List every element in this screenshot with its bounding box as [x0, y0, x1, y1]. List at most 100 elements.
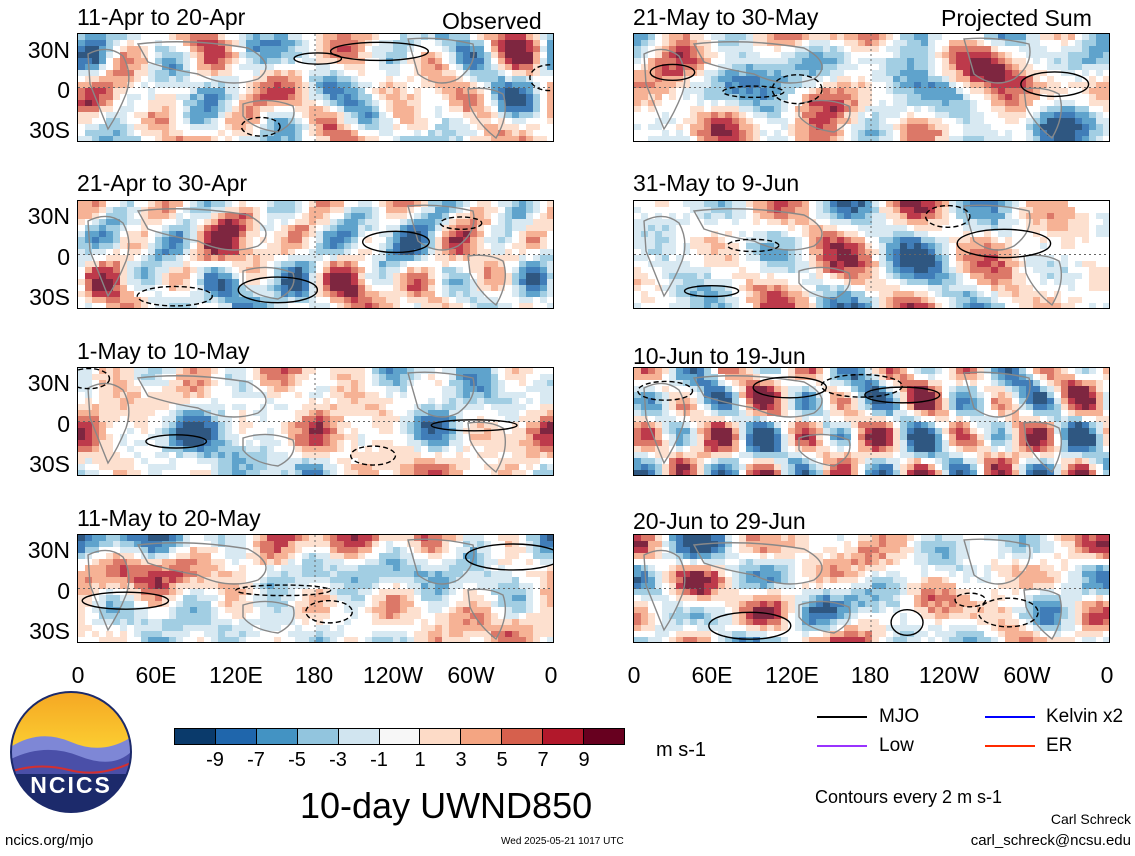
wind-anomaly-field	[634, 34, 1109, 141]
coastline	[136, 208, 267, 251]
panel-title-6: 31-May to 9-Jun	[633, 170, 800, 196]
coastline	[692, 208, 823, 251]
legend-line-kelvin	[985, 716, 1035, 718]
colorbar-units: m s-1	[656, 739, 706, 761]
mjo-contour	[240, 116, 281, 137]
wind-anomaly-field	[78, 535, 553, 642]
contour-note: Contours every 2 m s-1	[815, 787, 1003, 807]
lat-label-30s: 30S	[29, 284, 70, 310]
lat-label-30n: 30N	[27, 370, 70, 396]
coastline	[1023, 87, 1062, 140]
lat-label-30s: 30S	[29, 618, 70, 644]
mjo-contour	[954, 592, 987, 608]
coastline	[87, 382, 130, 465]
legend-label-er: ER	[1046, 735, 1073, 756]
mjo-contour	[708, 611, 792, 640]
coastline	[643, 48, 686, 131]
mjo-contour	[752, 376, 828, 399]
coastline	[798, 266, 851, 300]
coastline	[1023, 254, 1062, 307]
coastline	[798, 99, 851, 133]
ncics-logo: NCICS	[9, 690, 133, 814]
wind-anomaly-field	[634, 201, 1109, 308]
panel-title-5: 21-May to 30-May	[633, 4, 819, 30]
lon-label-0-end: 0	[1100, 662, 1114, 688]
coastline	[407, 371, 475, 418]
mjo-contour	[649, 63, 696, 81]
coastline	[87, 215, 130, 298]
coastline	[1023, 421, 1062, 474]
legend-line-er	[985, 745, 1035, 747]
mjo-contour	[235, 584, 332, 597]
mjo-contour	[726, 238, 780, 253]
map-panel-4	[77, 534, 554, 643]
mjo-contour	[136, 285, 213, 307]
colorbar-swatch	[543, 729, 585, 744]
map-panel-6	[633, 200, 1110, 309]
coastline	[963, 37, 1031, 84]
coastline	[963, 538, 1031, 585]
lon-label-60e: 60E	[691, 662, 733, 688]
mjo-contour	[529, 64, 553, 92]
colorbar-swatch	[256, 729, 298, 744]
colorbar-swatch	[420, 729, 462, 744]
coastline	[692, 375, 823, 418]
map-panel-8	[633, 534, 1110, 643]
coastline	[467, 254, 506, 307]
ncics-logo-icon	[10, 691, 132, 813]
lon-label-180: 180	[850, 662, 890, 688]
lon-label-60e: 60E	[135, 662, 177, 688]
colorbar-swatch	[338, 729, 380, 744]
colorbar-label: 1	[414, 749, 426, 771]
lon-label-0-end: 0	[544, 662, 558, 688]
lat-label-30n: 30N	[27, 37, 70, 63]
coastline	[136, 542, 267, 585]
map-panel-1	[77, 33, 554, 142]
coastline	[407, 37, 475, 84]
coastline	[798, 433, 851, 467]
panel-title-3: 1-May to 10-May	[77, 338, 250, 364]
colorbar-label: -1	[370, 749, 388, 771]
colorbar-swatch	[175, 729, 216, 744]
lon-label-120w: 120W	[362, 662, 424, 688]
panel-title-1: 11-Apr to 20-Apr	[77, 4, 246, 30]
wind-anomaly-field	[78, 201, 553, 308]
coastline	[963, 371, 1031, 418]
mjo-contour	[771, 74, 823, 105]
lon-label-0: 0	[627, 662, 641, 688]
coastline	[407, 204, 475, 251]
colorbar-label: -7	[247, 749, 265, 771]
lon-label-120w: 120W	[918, 662, 980, 688]
colorbar-label: 9	[578, 749, 590, 771]
coastline	[136, 375, 267, 418]
legend-line-low	[817, 745, 867, 747]
coastline	[87, 48, 130, 131]
mjo-contour	[464, 543, 553, 571]
legend-label-mjo: MJO	[879, 706, 920, 727]
mjo-contour	[305, 599, 353, 624]
colorbar-label: -5	[288, 749, 306, 771]
footer-email[interactable]: carl_schreck@ncsu.edu	[970, 832, 1131, 849]
colorbar-swatch	[502, 729, 544, 744]
panel-title-4: 11-May to 20-May	[77, 505, 261, 531]
colorbar-label: 5	[496, 749, 508, 771]
colorbar-label: -9	[206, 749, 224, 771]
colorbar-swatch	[379, 729, 421, 744]
coastline	[87, 549, 130, 632]
coastline	[467, 421, 506, 474]
coastline	[242, 99, 295, 133]
panel-title-7: 10-Jun to 19-Jun	[633, 343, 806, 369]
mjo-contour	[237, 276, 319, 304]
lon-label-0: 0	[71, 662, 85, 688]
lon-label-180: 180	[294, 662, 334, 688]
mjo-contour	[683, 284, 740, 298]
coastline	[242, 433, 295, 467]
map-panel-5	[633, 33, 1110, 142]
coastline	[692, 41, 823, 84]
footer-author: Carl Schreck	[1050, 811, 1131, 827]
coastline	[242, 266, 295, 300]
lat-label-30s: 30S	[29, 117, 70, 143]
lat-label-eq: 0	[57, 411, 70, 437]
footer-url[interactable]: ncics.org/mjo	[5, 832, 94, 849]
colorbar-label: -3	[329, 749, 347, 771]
